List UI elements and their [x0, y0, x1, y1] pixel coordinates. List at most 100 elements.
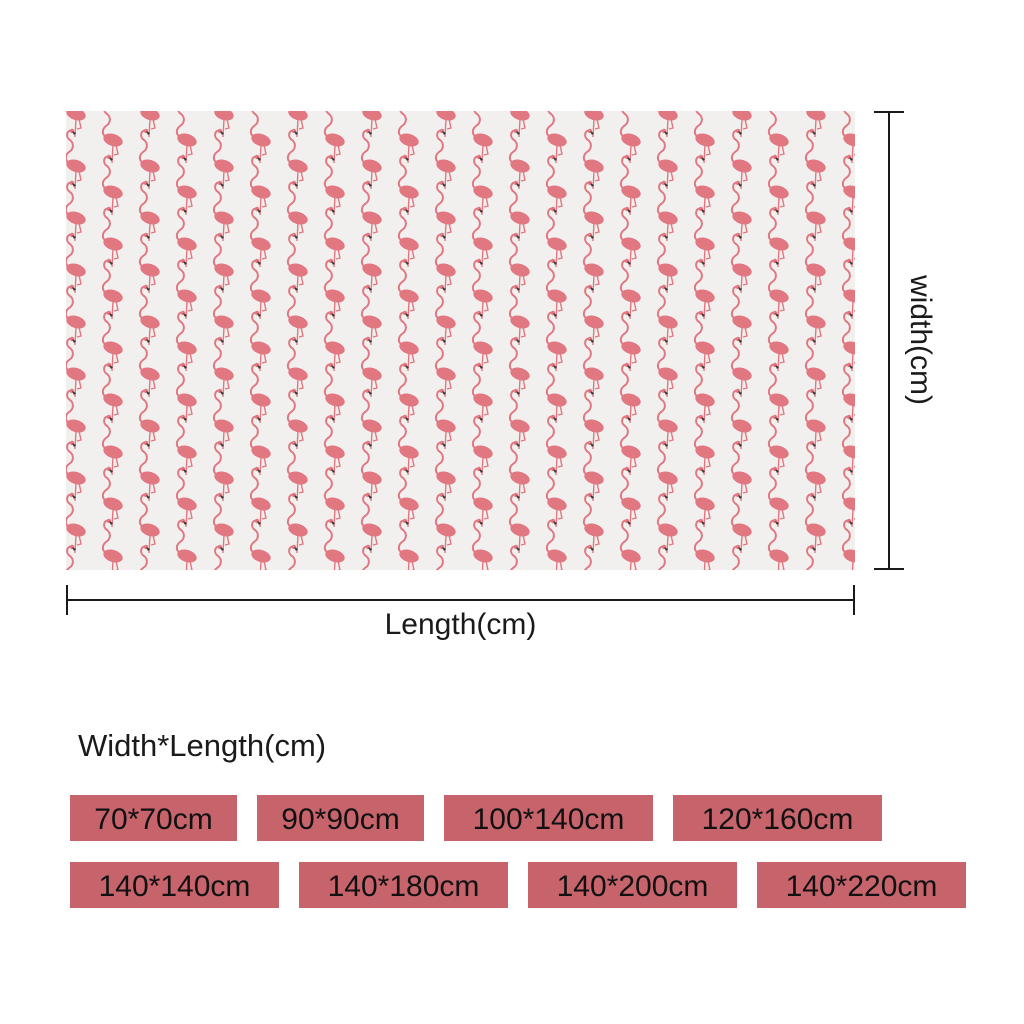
flamingo-motif — [174, 205, 200, 268]
width-dimension-line — [874, 111, 904, 570]
flamingo-motif — [322, 111, 348, 164]
flamingo-motif — [766, 257, 792, 320]
flamingo-motif — [285, 179, 311, 242]
flamingo-motif — [285, 543, 311, 570]
flamingo-motif — [248, 413, 274, 476]
size-option-140x200[interactable]: 140*200cm — [528, 862, 737, 908]
flamingo-motif — [285, 283, 311, 346]
flamingo-motif — [507, 127, 533, 190]
flamingo-motif — [692, 257, 718, 320]
flamingo-motif — [66, 335, 89, 398]
flamingo-motif — [618, 465, 644, 528]
flamingo-motif — [66, 439, 89, 502]
length-dimension-line — [66, 585, 855, 615]
flamingo-motif — [174, 465, 200, 528]
flamingo-motif — [618, 111, 644, 164]
flamingo-motif — [766, 205, 792, 268]
flamingo-motif — [470, 153, 496, 216]
flamingo-motif — [618, 309, 644, 372]
flamingo-motif — [470, 309, 496, 372]
flamingo-motif — [655, 179, 681, 242]
flamingo-motif — [396, 205, 422, 268]
flamingo-motif — [729, 543, 755, 570]
flamingo-motif — [359, 231, 385, 294]
flamingo-motif — [581, 179, 607, 242]
flamingo-motif — [729, 387, 755, 450]
flamingo-motif — [66, 179, 89, 242]
flamingo-motif — [359, 387, 385, 450]
flamingo-motif — [66, 491, 89, 554]
flamingo-motif — [396, 413, 422, 476]
flamingo-motif — [803, 179, 829, 242]
flamingo-motif — [544, 111, 570, 164]
flamingo-motif — [655, 491, 681, 554]
flamingo-motif — [766, 153, 792, 216]
flamingo-motif — [137, 127, 163, 190]
flamingo-pattern-svg — [66, 111, 855, 570]
flamingo-motif — [470, 257, 496, 320]
flamingo-motif — [655, 387, 681, 450]
flamingo-motif — [840, 413, 855, 476]
flamingo-motif — [470, 205, 496, 268]
flamingo-motif — [766, 465, 792, 528]
size-option-140x220[interactable]: 140*220cm — [757, 862, 966, 908]
flamingo-motif — [618, 257, 644, 320]
size-option-120x160[interactable]: 120*160cm — [673, 795, 882, 841]
flamingo-motif — [840, 361, 855, 424]
size-option-70x70[interactable]: 70*70cm — [70, 795, 237, 841]
flamingo-motif — [433, 231, 459, 294]
size-option-140x140[interactable]: 140*140cm — [70, 862, 279, 908]
flamingo-motif — [322, 257, 348, 320]
flamingo-motif — [544, 413, 570, 476]
flamingo-motif — [248, 257, 274, 320]
flamingo-motif — [433, 335, 459, 398]
flamingo-motif — [248, 361, 274, 424]
flamingo-motif — [137, 231, 163, 294]
flamingo-motif — [470, 111, 496, 164]
flamingo-motif — [211, 231, 237, 294]
flamingo-motif — [581, 387, 607, 450]
flamingo-motif — [655, 335, 681, 398]
flamingo-motif — [692, 413, 718, 476]
flamingo-motif — [581, 127, 607, 190]
flamingo-motif — [137, 179, 163, 242]
size-option-90x90[interactable]: 90*90cm — [257, 795, 424, 841]
flamingo-motif — [507, 439, 533, 502]
size-option-140x180[interactable]: 140*180cm — [299, 862, 508, 908]
flamingo-motif — [137, 491, 163, 554]
flamingo-motif — [729, 283, 755, 346]
flamingo-motif — [285, 127, 311, 190]
flamingo-motif — [396, 517, 422, 570]
flamingo-motif — [803, 439, 829, 502]
flamingo-motif — [322, 465, 348, 528]
flamingo-motif — [433, 127, 459, 190]
flamingo-motif — [840, 257, 855, 320]
flamingo-motif — [174, 309, 200, 372]
flamingo-motif — [285, 491, 311, 554]
flamingo-motif — [137, 439, 163, 502]
flamingo-motif — [285, 439, 311, 502]
flamingo-motif — [137, 543, 163, 570]
flamingo-motif — [211, 491, 237, 554]
flamingo-motif — [803, 231, 829, 294]
flamingo-motif — [692, 205, 718, 268]
flamingo-motif — [470, 517, 496, 570]
flamingo-motif — [322, 413, 348, 476]
flamingo-motif — [618, 361, 644, 424]
flamingo-motif — [396, 153, 422, 216]
flamingo-motif — [507, 543, 533, 570]
size-option-100x140[interactable]: 100*140cm — [444, 795, 653, 841]
flamingo-motif — [766, 111, 792, 164]
flamingo-motif — [248, 153, 274, 216]
flamingo-motif — [100, 361, 126, 424]
flamingo-motif — [803, 283, 829, 346]
flamingo-motif — [100, 111, 126, 164]
flamingo-motif — [729, 231, 755, 294]
flamingo-motif — [211, 387, 237, 450]
flamingo-motif — [396, 111, 422, 164]
flamingo-motif — [66, 283, 89, 346]
flamingo-motif — [766, 517, 792, 570]
flamingo-motif — [248, 205, 274, 268]
flamingo-motif — [322, 361, 348, 424]
flamingo-motif — [803, 127, 829, 190]
